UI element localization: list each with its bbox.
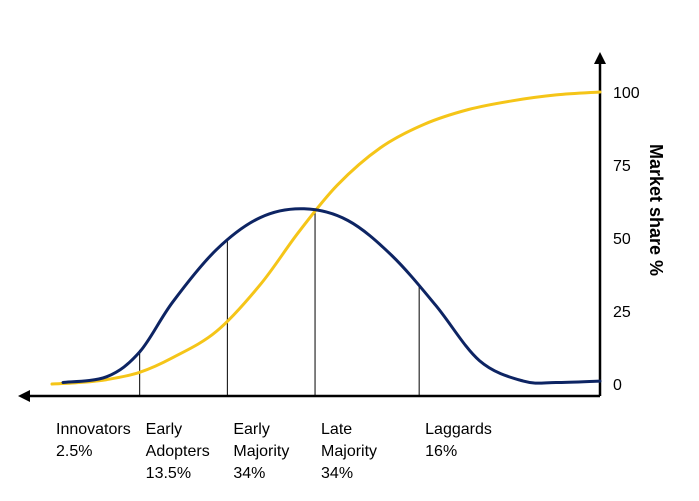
y-tick-label: 25 — [613, 304, 631, 321]
segment-label-early-majority: Early Majority 34% — [233, 421, 289, 482]
y-axis-title: Market share % — [646, 144, 666, 276]
x-axis-arrowhead — [18, 390, 30, 402]
segment-label-laggards: Laggards 16% — [425, 421, 492, 460]
segment-dividers — [139, 209, 420, 396]
segment-label-early-adopters: Early Adopters 13.5% — [146, 421, 210, 482]
series-lines — [50, 90, 602, 386]
adoption-bell-curve — [61, 207, 602, 385]
y-tick-label: 75 — [613, 158, 631, 175]
market-share-s-curve — [50, 90, 602, 386]
axes — [18, 52, 606, 402]
y-tick-label: 50 — [613, 231, 631, 248]
segment-label-innovators: Innovators 2.5% — [56, 421, 131, 460]
y-axis-ticks: 0 25 50 75 100 — [613, 85, 640, 394]
segment-labels: Innovators 2.5% Early Adopters 13.5% Early Maj… — [56, 421, 492, 482]
y-tick-label: 0 — [613, 377, 622, 394]
y-axis-arrowhead — [594, 52, 606, 64]
y-tick-label: 100 — [613, 85, 640, 102]
segment-label-late-majority: Late Majority 34% — [321, 421, 377, 482]
